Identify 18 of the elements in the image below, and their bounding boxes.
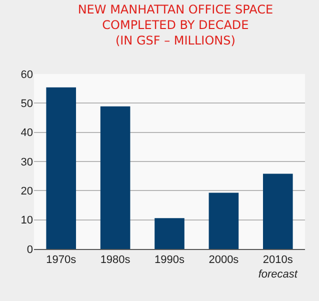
bar — [263, 174, 293, 249]
y-tick-label: 40 — [20, 127, 33, 140]
chart-title: NEW MANHATTAN OFFICE SPACE COMPLETED BY DECADE (IN GSF – MILLIONS) — [78, 2, 274, 48]
y-tick-label: 10 — [20, 214, 33, 227]
bar — [154, 218, 184, 249]
y-tick-label: 60 — [20, 68, 33, 81]
x-tick-label: 2010s forecast — [258, 254, 298, 280]
y-tick-label: 0 — [26, 244, 33, 256]
y-tick-label: 20 — [20, 186, 33, 198]
x-tick-label: 2000s — [208, 254, 240, 266]
y-tick-label: 50 — [20, 98, 33, 110]
bar — [208, 192, 239, 249]
x-tick-label: 1980s — [100, 254, 131, 266]
bar — [46, 87, 76, 249]
x-tick-label: 1970s — [46, 254, 77, 266]
x-tick-label: 1990s — [154, 254, 185, 266]
bar — [100, 106, 130, 249]
y-tick-label: 30 — [20, 156, 33, 168]
